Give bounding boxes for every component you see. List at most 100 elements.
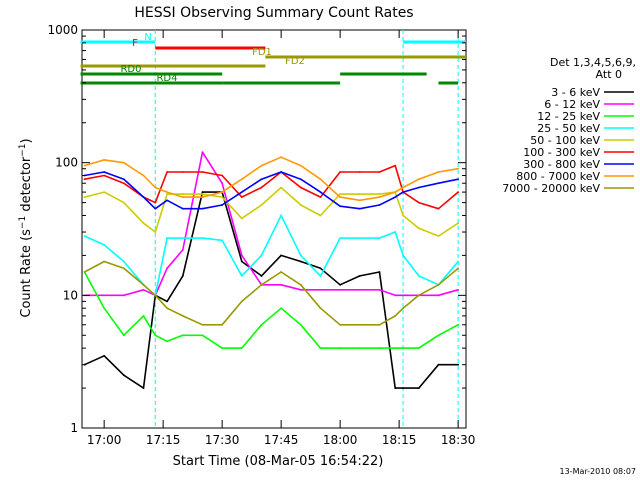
data-point-8-10 — [260, 283, 263, 286]
data-point-0-3 — [142, 387, 145, 389]
flag-label-0: N — [144, 32, 151, 43]
data-point-0-16 — [378, 271, 381, 273]
legend-label-7: 800 - 7000 keV — [516, 170, 600, 183]
y-axis-label: Count Rate (s−1 detector−1) — [18, 138, 34, 317]
data-point-0-12 — [299, 260, 302, 263]
data-point-2-17 — [394, 347, 397, 350]
data-point-4-20 — [437, 235, 440, 237]
data-point-7-15 — [358, 199, 361, 202]
data-point-3-19 — [417, 275, 420, 277]
data-point-0-13 — [319, 267, 322, 270]
data-point-8-12 — [299, 283, 302, 286]
flag-label-1: F — [132, 38, 138, 49]
legend-label-0: 3 - 6 keV — [551, 86, 600, 99]
data-point-3-1 — [103, 243, 106, 246]
x-axis-label: Start Time (08-Mar-05 16:54:22) — [173, 454, 384, 469]
legend-label-8: 7000 - 20000 keV — [502, 182, 600, 195]
data-point-5-12 — [299, 186, 302, 189]
data-point-2-14 — [339, 347, 342, 350]
data-point-6-6 — [181, 207, 184, 210]
data-point-6-12 — [299, 178, 302, 181]
data-point-5-15 — [358, 171, 361, 173]
data-point-2-10 — [260, 323, 263, 326]
data-point-6-11 — [280, 171, 283, 173]
data-point-5-5 — [166, 171, 168, 173]
data-point-1-15 — [358, 288, 361, 291]
data-point-7-10 — [260, 164, 263, 167]
data-point-4-9 — [240, 217, 243, 220]
data-point-6-9 — [240, 191, 243, 193]
data-point-8-11 — [280, 271, 283, 273]
data-point-1-5 — [166, 267, 168, 270]
data-point-6-18 — [402, 191, 404, 193]
data-point-4-7 — [201, 193, 204, 195]
data-point-4-19 — [417, 227, 420, 230]
data-point-4-10 — [260, 204, 263, 206]
data-point-8-5 — [166, 307, 168, 310]
data-point-6-21 — [457, 178, 460, 181]
data-point-2-2 — [122, 334, 125, 337]
data-point-5-1 — [103, 174, 106, 177]
data-point-8-19 — [417, 294, 420, 297]
data-point-3-14 — [339, 237, 342, 240]
data-point-7-18 — [402, 186, 404, 189]
data-point-7-2 — [122, 161, 125, 164]
data-point-0-9 — [240, 260, 243, 263]
data-point-1-20 — [437, 294, 440, 297]
data-point-7-0 — [83, 164, 86, 167]
series-line-2 — [83, 271, 459, 349]
series-line-1 — [84, 151, 459, 297]
data-point-0-5 — [166, 300, 168, 303]
data-point-2-1 — [103, 307, 106, 310]
data-point-7-4 — [154, 186, 157, 189]
data-point-8-18 — [402, 307, 404, 310]
data-point-8-20 — [437, 283, 440, 286]
data-point-2-21 — [457, 323, 460, 326]
data-point-7-3 — [142, 174, 145, 177]
data-point-0-19 — [417, 387, 420, 389]
data-point-4-6 — [181, 193, 184, 195]
data-point-4-2 — [122, 201, 125, 204]
data-point-5-8 — [221, 174, 224, 177]
data-point-3-16 — [378, 237, 381, 240]
data-point-8-15 — [358, 323, 361, 326]
data-point-1-14 — [339, 288, 342, 291]
data-point-8-0 — [83, 271, 86, 273]
x-tick-label-6: 18:30 — [441, 433, 476, 447]
data-point-4-18 — [402, 214, 404, 217]
data-point-7-11 — [280, 156, 283, 159]
data-point-7-13 — [319, 178, 322, 181]
data-point-3-12 — [299, 254, 302, 257]
flag-label-4: RD0 — [120, 64, 141, 75]
data-point-3-11 — [280, 214, 283, 217]
x-tick-label-2: 17:30 — [205, 433, 240, 447]
series-line-0 — [84, 191, 459, 389]
data-point-7-21 — [457, 167, 460, 170]
series-line-8 — [84, 260, 459, 326]
data-point-8-8 — [221, 323, 224, 326]
data-point-7-8 — [221, 191, 224, 193]
data-point-5-10 — [260, 186, 263, 189]
data-point-7-7 — [201, 196, 204, 199]
data-point-2-3 — [142, 314, 145, 317]
data-point-3-21 — [457, 260, 460, 263]
data-point-6-14 — [339, 205, 342, 208]
data-point-2-20 — [437, 334, 440, 337]
legend-label-5: 100 - 300 keV — [523, 146, 600, 159]
data-point-3-18 — [402, 254, 404, 257]
data-point-2-9 — [240, 347, 243, 350]
data-point-5-9 — [240, 196, 243, 199]
data-point-0-7 — [201, 191, 204, 193]
data-point-4-13 — [319, 214, 322, 217]
data-point-1-9 — [240, 254, 243, 257]
data-point-4-14 — [339, 193, 342, 195]
data-point-0-14 — [339, 283, 342, 286]
data-point-0-18 — [402, 387, 404, 389]
data-point-8-21 — [457, 267, 460, 270]
data-point-5-2 — [122, 182, 125, 185]
data-point-5-14 — [339, 171, 342, 173]
data-point-4-3 — [142, 222, 145, 225]
data-point-6-8 — [221, 204, 224, 206]
series-line-5 — [84, 164, 459, 210]
data-point-5-21 — [457, 191, 460, 193]
